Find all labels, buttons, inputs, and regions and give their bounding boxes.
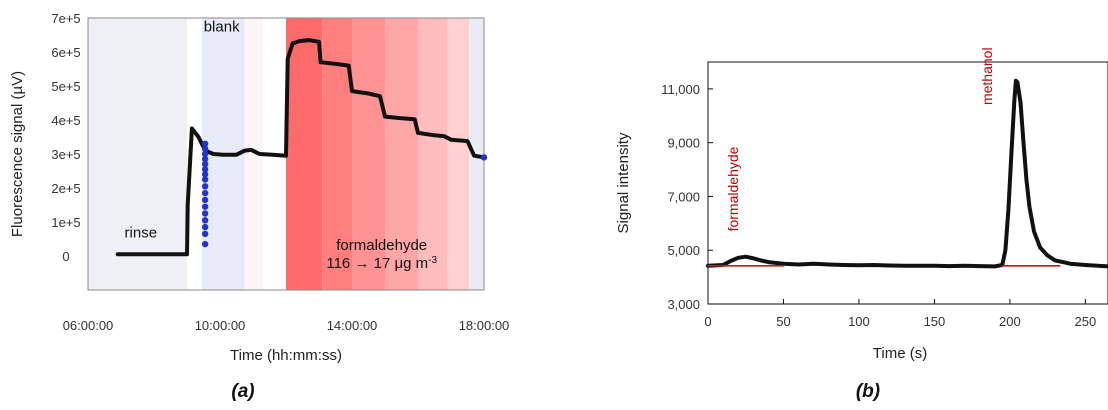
x-tick-label: 06:00:00 xyxy=(63,318,114,333)
y-tick-label: 0 xyxy=(62,249,69,264)
chart-b-x-ticks: 0 50 100 150 200 250 xyxy=(704,299,1096,329)
data-point xyxy=(201,145,209,153)
x-tick-label: 100 xyxy=(848,314,870,329)
data-point xyxy=(201,196,209,204)
chart-b-y-ticks: 3,000 5,000 7,000 9,000 11,000 xyxy=(661,82,713,312)
annotation-label: blank xyxy=(204,19,240,36)
y-tick-label: 9,000 xyxy=(667,136,700,151)
shaded-region xyxy=(385,18,418,290)
data-point xyxy=(201,217,209,224)
data-point xyxy=(201,230,209,238)
data-point xyxy=(201,166,209,173)
shaded-region xyxy=(187,18,202,290)
annotation-label: formaldehyde xyxy=(725,146,741,231)
annotation-label: rinse xyxy=(125,224,158,241)
data-point xyxy=(201,223,209,231)
y-tick-label: 7e+5 xyxy=(51,11,80,26)
y-tick-label: 7,000 xyxy=(667,189,700,204)
y-tick-label: 5,000 xyxy=(667,243,700,258)
chart-a-y-ticks: 0 1e+5 2e+5 3e+5 4e+5 5e+5 6e+5 7e+5 xyxy=(51,11,80,264)
shaded-region xyxy=(352,18,385,290)
data-point xyxy=(201,210,209,217)
chart-a-panel-label: (a) xyxy=(231,381,254,402)
x-tick-label: 150 xyxy=(924,314,946,329)
series-line xyxy=(115,38,486,257)
y-tick-label: 4e+5 xyxy=(51,113,80,128)
data-point xyxy=(201,183,209,190)
x-tick-label: 10:00:00 xyxy=(195,318,246,333)
x-tick-label: 14:00:00 xyxy=(327,318,378,333)
annotation-label: methanol xyxy=(979,47,995,105)
y-tick-label: 6e+5 xyxy=(51,45,80,60)
data-point xyxy=(201,203,209,210)
chart-b: 0 50 100 150 200 250 3,000 5,000 7,000 9,000 11,0… xyxy=(615,47,1108,402)
data-point xyxy=(201,155,209,163)
chart-b-y-axis-label: Signal intensity xyxy=(615,132,632,233)
annotation-label: formaldehyde xyxy=(336,237,427,254)
y-tick-label: 5e+5 xyxy=(51,79,80,94)
y-tick-label: 11,000 xyxy=(661,82,700,97)
shaded-region xyxy=(469,18,484,290)
y-tick-label: 1e+5 xyxy=(51,215,80,230)
chart-b-x-axis-label: Time (s) xyxy=(873,345,927,362)
chart-a-plot-frame xyxy=(87,17,485,291)
shaded-region xyxy=(88,18,187,290)
x-tick-label: 50 xyxy=(776,314,790,329)
x-tick-label: 0 xyxy=(704,314,711,329)
data-point xyxy=(201,189,209,197)
chart-b-plot-frame xyxy=(707,61,1108,305)
chart-a-y-axis-label: Fluorescence signal (µV) xyxy=(9,71,26,237)
chart-b-annotations: formaldehyde methanol xyxy=(725,47,995,231)
x-tick-label: 18:00:00 xyxy=(459,318,510,333)
chart-b-series xyxy=(706,78,1108,269)
chart-a-x-axis-label: Time (hh:mm:ss) xyxy=(230,347,342,364)
y-tick-label: 3,000 xyxy=(667,297,700,312)
chart-a-x-ticks: 06:00:00 10:00:00 14:00:00 18:00:00 xyxy=(63,318,510,333)
shaded-region xyxy=(447,18,470,290)
chart-b-panel-label: (b) xyxy=(856,381,880,402)
data-point xyxy=(201,161,209,168)
data-point xyxy=(201,176,209,183)
chart-a: 06:00:00 10:00:00 14:00:00 18:00:00 0 1e+5 2e… xyxy=(9,11,509,402)
shaded-region xyxy=(244,18,263,290)
data-point xyxy=(201,140,209,147)
chart-a-series xyxy=(115,38,488,257)
data-point xyxy=(480,154,488,161)
series-line xyxy=(706,78,1108,269)
data-point xyxy=(201,171,209,178)
y-tick-label: 3e+5 xyxy=(51,147,80,162)
shaded-region xyxy=(418,18,448,290)
x-tick-label: 250 xyxy=(1075,314,1097,329)
x-tick-label: 200 xyxy=(999,314,1021,329)
data-point xyxy=(201,240,209,248)
annotation-label: 116 → 17 μg m-3 xyxy=(326,254,437,272)
data-point xyxy=(201,150,209,158)
y-tick-label: 2e+5 xyxy=(51,181,80,196)
shaded-region xyxy=(286,18,323,290)
